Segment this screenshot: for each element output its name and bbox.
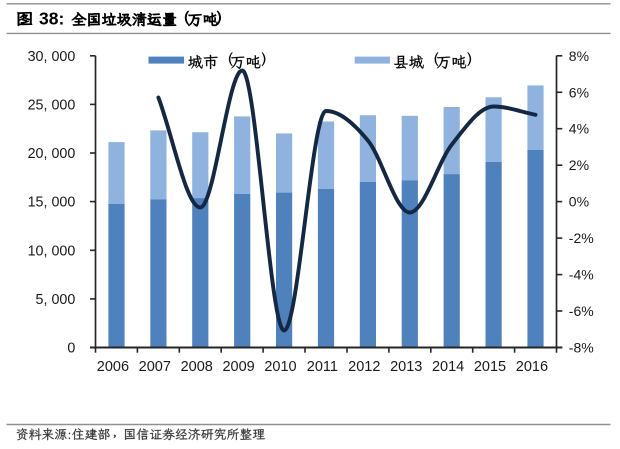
svg-text:2010: 2010: [264, 359, 296, 375]
svg-text:-8%: -8%: [569, 340, 594, 356]
svg-text:-2%: -2%: [569, 230, 594, 246]
svg-text:8%: 8%: [569, 48, 589, 64]
svg-text:2009: 2009: [222, 359, 254, 375]
svg-text:2012: 2012: [348, 359, 380, 375]
svg-text:0%: 0%: [569, 194, 589, 210]
svg-text:6%: 6%: [569, 84, 589, 100]
svg-text:2015: 2015: [474, 359, 506, 375]
svg-text:2016: 2016: [516, 359, 548, 375]
svg-text:2008: 2008: [181, 359, 213, 375]
svg-text:10, 000: 10, 000: [28, 243, 76, 259]
svg-text:20, 000: 20, 000: [28, 146, 76, 162]
svg-text:2007: 2007: [139, 359, 171, 375]
svg-text:4%: 4%: [569, 121, 589, 137]
svg-text:2014: 2014: [432, 359, 464, 375]
svg-text:2013: 2013: [390, 359, 422, 375]
svg-text:-6%: -6%: [569, 303, 594, 319]
svg-text:15, 000: 15, 000: [28, 195, 76, 211]
svg-text:2011: 2011: [307, 359, 338, 375]
svg-text:2%: 2%: [569, 157, 589, 173]
svg-text:2006: 2006: [97, 359, 129, 375]
svg-text:-4%: -4%: [569, 267, 594, 283]
svg-text:5, 000: 5, 000: [36, 292, 76, 308]
svg-text:30, 000: 30, 000: [28, 49, 76, 65]
svg-text:38:: 38:: [39, 9, 64, 29]
svg-text:25, 000: 25, 000: [28, 97, 76, 113]
svg-text:0: 0: [67, 341, 75, 357]
